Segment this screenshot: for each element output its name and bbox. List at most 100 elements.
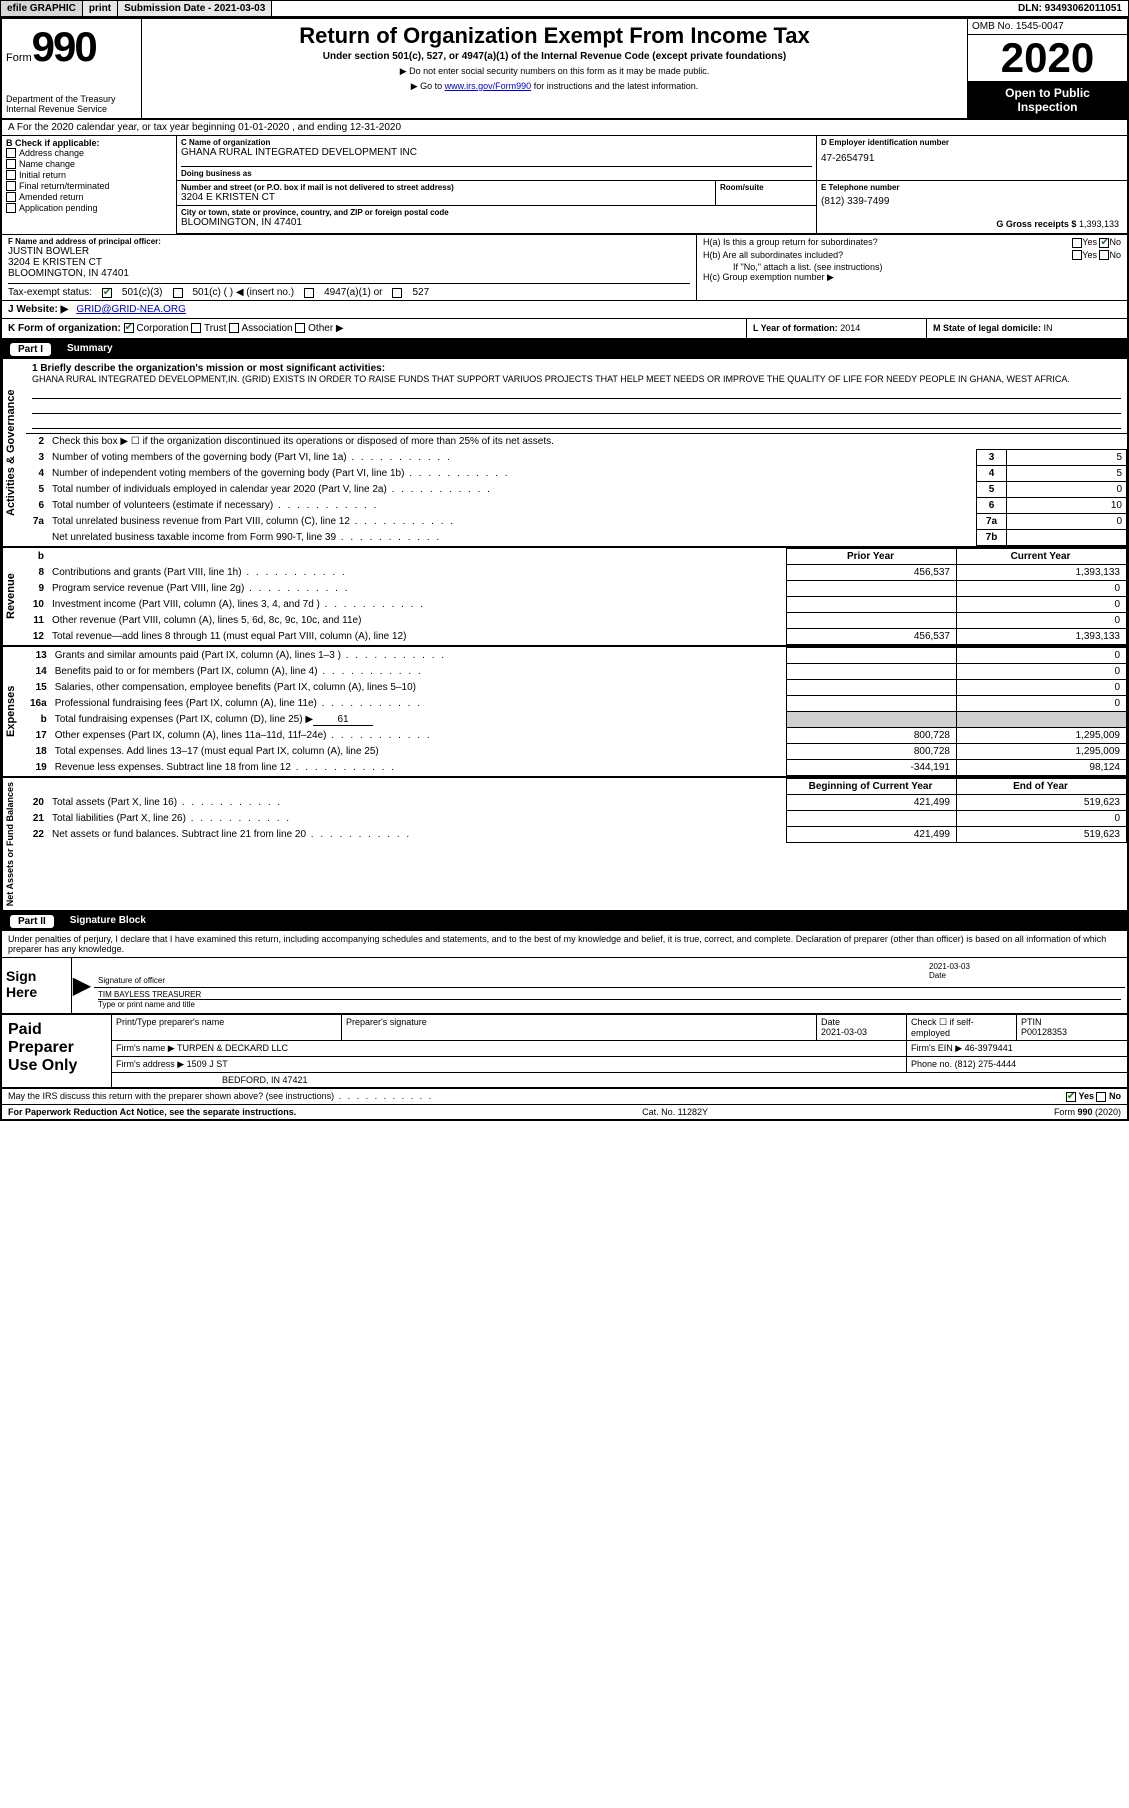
hb-no[interactable] — [1099, 250, 1109, 260]
sign-here-block: Sign Here ▶ Signature of officer 2021-03… — [2, 958, 1127, 1015]
form-container: Form 990 Department of the Treasury Inte… — [0, 17, 1129, 1121]
cat-number: Cat. No. 11282Y — [642, 1107, 708, 1117]
part2-header: Part II Signature Block — [2, 912, 1127, 931]
klm-row: K Form of organization: Corporation Trus… — [2, 319, 1127, 340]
governance-table: 2Check this box ▶ ☐ if the organization … — [26, 434, 1127, 546]
signature-date: 2021-03-03 Date — [925, 960, 1125, 987]
mission-block: 1 Briefly describe the organization's mi… — [26, 359, 1127, 434]
ptin: P00128353 — [1021, 1027, 1067, 1037]
form-version: Form 990 (2020) — [1054, 1107, 1121, 1117]
side-label-revenue: Revenue — [2, 548, 26, 645]
form-header: Form 990 Department of the Treasury Inte… — [2, 19, 1127, 120]
address-phone-row: Number and street (or P.O. box if mail i… — [177, 181, 1127, 234]
name-ein-row: C Name of organization GHANA RURAL INTEG… — [177, 136, 1127, 181]
efile-top-bar: efile GRAPHIC print Submission Date - 20… — [0, 0, 1129, 17]
officer-name-title: TIM BAYLESS TREASURER Type or print name… — [94, 988, 1125, 1011]
chk-other[interactable] — [295, 323, 305, 333]
print-button[interactable]: print — [83, 1, 118, 16]
dln-number: DLN: 93493062011051 — [1012, 1, 1128, 16]
revenue-table: bPrior YearCurrent Year 8Contributions a… — [26, 548, 1127, 645]
chk-amended[interactable]: Amended return — [6, 192, 172, 202]
phone-gross-block: E Telephone number (812) 339-7499 G Gros… — [817, 181, 1127, 233]
form-instructions-link: ▶ Go to www.irs.gov/Form990 for instruct… — [146, 81, 963, 92]
officer-name: JUSTIN BOWLER — [8, 246, 690, 257]
netassets-section: Net Assets or Fund Balances Beginning of… — [2, 778, 1127, 912]
form-number: Form 990 — [6, 23, 137, 71]
address-block: Number and street (or P.O. box if mail i… — [177, 181, 817, 233]
state-domicile: M State of legal domicile: IN — [927, 319, 1127, 338]
chk-association[interactable] — [229, 323, 239, 333]
form-title: Return of Organization Exempt From Incom… — [146, 23, 963, 49]
chk-final-return[interactable]: Final return/terminated — [6, 181, 172, 191]
chk-corporation[interactable] — [124, 323, 134, 333]
sign-arrow-icon: ▶ — [72, 958, 92, 1013]
col-b-checkboxes: B Check if applicable: Address change Na… — [2, 136, 177, 234]
street-address: 3204 E KRISTEN CT — [181, 192, 711, 203]
paperwork-notice: For Paperwork Reduction Act Notice, see … — [8, 1107, 296, 1117]
footer-row: For Paperwork Reduction Act Notice, see … — [2, 1105, 1127, 1119]
ha-no[interactable] — [1099, 238, 1109, 248]
header-center: Return of Organization Exempt From Incom… — [142, 19, 967, 118]
discuss-row: May the IRS discuss this return with the… — [2, 1089, 1127, 1105]
expenses-section: Expenses 13Grants and similar amounts pa… — [2, 647, 1127, 778]
discuss-yes[interactable] — [1066, 1092, 1076, 1102]
activities-governance-section: Activities & Governance 1 Briefly descri… — [2, 359, 1127, 548]
ha-yes[interactable] — [1072, 238, 1082, 248]
ein-value: 47-2654791 — [821, 153, 1123, 164]
self-employed-check[interactable]: Check ☐ if self-employed — [907, 1015, 1017, 1040]
sign-here-label: Sign Here — [2, 958, 72, 1013]
section-f-h: F Name and address of principal officer:… — [2, 235, 1127, 301]
chk-application-pending[interactable]: Application pending — [6, 203, 172, 213]
part1-header: Part I Summary — [2, 340, 1127, 359]
submission-date: Submission Date - 2021-03-03 — [118, 1, 272, 16]
chk-address-change[interactable]: Address change — [6, 148, 172, 158]
gross-receipts: G Gross receipts $ 1,393,133 — [821, 217, 1123, 231]
line-a-period: A For the 2020 calendar year, or tax yea… — [2, 120, 1127, 136]
signature-perjury-statement: Under penalties of perjury, I declare th… — [2, 931, 1127, 958]
year-formation: L Year of formation: 2014 — [747, 319, 927, 338]
principal-officer-block: F Name and address of principal officer:… — [2, 235, 697, 300]
website-row: J Website: ▶ GRID@GRID-NEA.ORG — [2, 301, 1127, 319]
phone-number: (812) 339-7499 — [821, 196, 1123, 207]
side-label-activities: Activities & Governance — [2, 359, 26, 546]
efile-graphic-label: efile GRAPHIC — [1, 1, 83, 16]
revenue-section: Revenue bPrior YearCurrent Year 8Contrib… — [2, 548, 1127, 647]
header-left: Form 990 Department of the Treasury Inte… — [2, 19, 142, 118]
col-cde: C Name of organization GHANA RURAL INTEG… — [177, 136, 1127, 234]
signature-field[interactable]: Signature of officer — [94, 960, 925, 987]
org-name: GHANA RURAL INTEGRATED DEVELOPMENT INC — [181, 147, 812, 158]
tax-year: 2020 — [968, 35, 1127, 82]
expenses-table: 13Grants and similar amounts paid (Part … — [26, 647, 1127, 776]
city-state-zip: BLOOMINGTON, IN 47401 — [181, 217, 812, 228]
form-subtitle: Under section 501(c), 527, or 4947(a)(1)… — [146, 51, 963, 62]
side-label-expenses: Expenses — [2, 647, 26, 776]
form-note-ssn: ▶ Do not enter social security numbers o… — [146, 66, 963, 77]
inspection-badge: Open to Public Inspection — [968, 82, 1127, 118]
netassets-table: Beginning of Current YearEnd of Year 20T… — [26, 778, 1127, 843]
chk-527[interactable] — [392, 288, 402, 298]
section-b-through-g: B Check if applicable: Address change Na… — [2, 136, 1127, 235]
chk-501c[interactable] — [173, 288, 183, 298]
omb-number: OMB No. 1545-0047 — [968, 19, 1127, 35]
paid-preparer-block: Paid Preparer Use Only Print/Type prepar… — [2, 1015, 1127, 1089]
group-exemption: H(c) Group exemption number ▶ — [703, 272, 1121, 283]
chk-initial-return[interactable]: Initial return — [6, 170, 172, 180]
ein-block: D Employer identification number 47-2654… — [817, 136, 1127, 180]
irs-link[interactable]: www.irs.gov/Form990 — [445, 81, 532, 91]
form-of-org: K Form of organization: Corporation Trus… — [2, 319, 747, 338]
chk-trust[interactable] — [191, 323, 201, 333]
chk-name-change[interactable]: Name change — [6, 159, 172, 169]
chk-501c3[interactable] — [102, 288, 112, 298]
side-label-netassets: Net Assets or Fund Balances — [2, 778, 26, 910]
hb-yes[interactable] — [1072, 250, 1082, 260]
org-name-block: C Name of organization GHANA RURAL INTEG… — [177, 136, 817, 180]
dept-treasury: Department of the Treasury Internal Reve… — [6, 94, 137, 114]
tax-exempt-status: Tax-exempt status: 501(c)(3) 501(c) ( ) … — [8, 283, 690, 298]
header-right: OMB No. 1545-0047 2020 Open to Public In… — [967, 19, 1127, 118]
group-return-block: H(a) Is this a group return for subordin… — [697, 235, 1127, 300]
firm-name: TURPEN & DECKARD LLC — [177, 1043, 288, 1053]
org-website-link[interactable]: GRID@GRID-NEA.ORG — [76, 304, 186, 315]
firm-ein: 46-3979441 — [965, 1043, 1013, 1053]
chk-4947[interactable] — [304, 288, 314, 298]
discuss-no[interactable] — [1096, 1092, 1106, 1102]
